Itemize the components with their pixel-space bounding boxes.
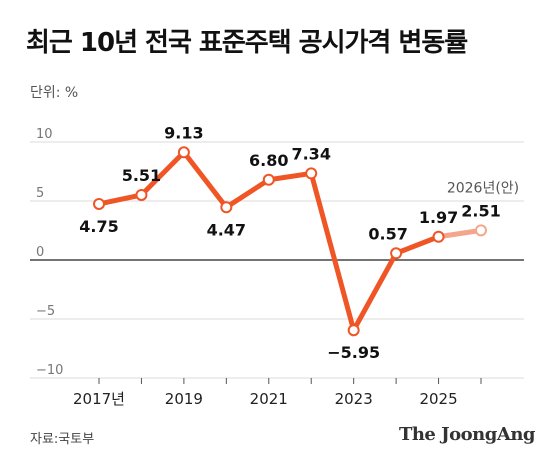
data-point bbox=[177, 146, 190, 159]
data-point bbox=[262, 173, 275, 186]
y-tick-label: 5 bbox=[36, 186, 44, 201]
data-label: 1.97 bbox=[419, 208, 458, 227]
y-tick-label: 0 bbox=[36, 245, 44, 260]
data-point bbox=[390, 247, 403, 260]
data-point bbox=[135, 188, 148, 201]
data-label: 7.34 bbox=[291, 144, 330, 163]
data-label: 4.47 bbox=[207, 220, 246, 239]
data-label: 9.13 bbox=[164, 123, 203, 142]
source-note: 자료:국토부 bbox=[30, 432, 95, 447]
series-line-projected bbox=[436, 227, 484, 240]
grid-lines bbox=[30, 141, 524, 384]
data-label: 0.57 bbox=[368, 224, 407, 243]
data-label: 4.75 bbox=[79, 217, 118, 236]
x-tick-labels: 2017년 2019 2021 2023 2025 bbox=[73, 390, 458, 408]
data-labels: 4.75 5.51 9.13 4.47 6.80 7.34 −5.95 0.57 1.97 2.5… bbox=[79, 123, 519, 362]
data-point bbox=[347, 324, 360, 337]
x-tick-label: 2025 bbox=[419, 390, 457, 408]
data-label: 5.51 bbox=[122, 166, 161, 185]
y-tick-label: −5 bbox=[36, 304, 55, 319]
x-tick-label: 2021 bbox=[250, 390, 288, 408]
data-label: −5.95 bbox=[327, 343, 380, 362]
data-point bbox=[305, 167, 318, 180]
x-tick-label: 2017년 bbox=[73, 390, 125, 408]
data-points bbox=[93, 146, 487, 337]
x-tick-label: 2023 bbox=[335, 390, 373, 408]
projection-annotation: 2026년(안) bbox=[447, 180, 519, 196]
data-label: 6.80 bbox=[249, 151, 288, 170]
data-point bbox=[475, 224, 487, 237]
y-tick-labels: 10 5 0 −5 −10 bbox=[36, 127, 63, 378]
y-tick-label: 10 bbox=[36, 127, 53, 142]
unit-label: 단위: % bbox=[30, 85, 79, 101]
data-point bbox=[220, 201, 233, 214]
y-tick-label: −10 bbox=[36, 363, 63, 378]
x-tick-label: 2019 bbox=[165, 390, 203, 408]
data-label: 2.51 bbox=[461, 201, 500, 220]
chart-title: 최근 10년 전국 표준주택 공시가격 변동률 bbox=[26, 28, 468, 58]
data-point bbox=[432, 230, 445, 243]
publisher-logo: The JoongAng bbox=[398, 424, 536, 445]
data-point bbox=[93, 197, 105, 210]
